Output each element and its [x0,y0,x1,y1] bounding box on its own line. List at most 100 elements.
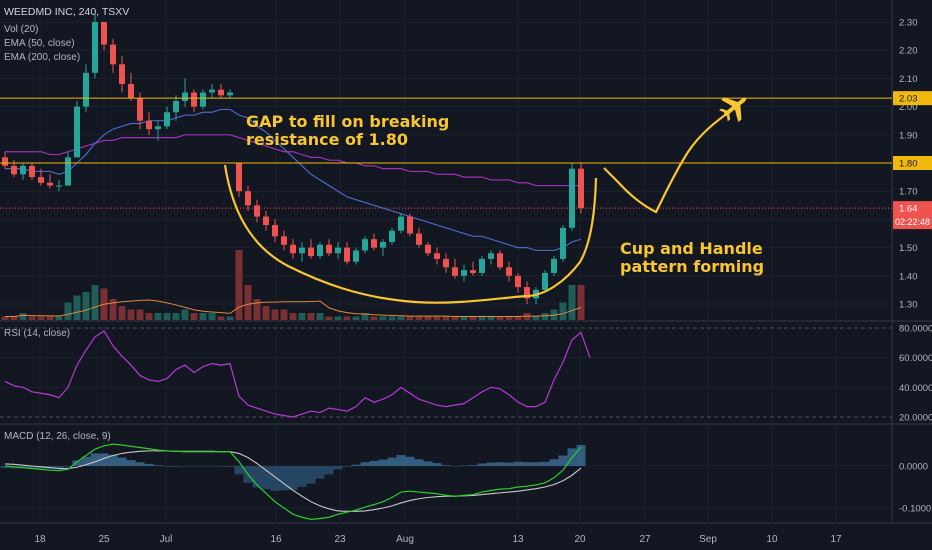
candle-body [146,120,152,130]
macd-histogram-bar [198,466,208,467]
volume-bar [487,316,495,320]
rsi-tick-label: 20.0000 [899,413,932,424]
y-tick-label: 1.30 [899,300,918,311]
volume-bar [235,250,243,320]
volume-ma-line [5,299,582,317]
x-tick-label: 17 [830,534,842,545]
candle-body [317,244,323,257]
volume-bar [514,316,522,320]
macd-histogram-bar [108,454,118,466]
candle-body [290,244,296,254]
volume-bar [172,313,180,320]
candle-body [443,258,449,268]
volume-bar [181,309,189,320]
candle-body [200,92,206,107]
vol-legend[interactable]: Vol (20) [4,24,39,35]
volume-bar [424,316,432,320]
volume-bar [91,285,99,320]
candle-body [308,247,314,257]
volume-bar [442,316,450,320]
candle-body [182,92,188,101]
candle-body [299,247,305,254]
volume-bar [10,316,18,320]
volume-bar [478,316,486,320]
candle-body [11,165,17,175]
candle-body [425,244,431,254]
ema50-line [5,108,582,252]
macd-histogram-bar [252,466,262,488]
volume-bar [343,316,351,320]
macd-histogram-bar [495,462,505,466]
resistance-price-tag-bg [893,156,932,170]
candle-body [560,227,566,259]
rsi-tick-label: 80.0000 [899,324,932,335]
candle-body [218,89,224,96]
ema200-legend[interactable]: EMA (200, close) [4,52,81,63]
volume-bar [46,316,54,320]
volume-bar [433,316,441,320]
volume-bar [469,316,477,320]
candle-body [254,205,260,217]
macd-histogram-bar [324,466,334,475]
volume-bar [298,313,306,320]
volume-bar [118,306,126,320]
y-tick-label: 2.20 [899,46,918,57]
candle-body [488,253,494,259]
handle-projection [603,109,733,214]
candle-body [137,98,143,121]
cup-curve [223,164,598,304]
countdown-label: 02:22:48 [895,217,930,227]
volume-bar [406,316,414,320]
macd-histogram-bar [360,462,370,466]
x-tick-label: 25 [98,534,110,545]
volume-bar [505,316,513,320]
volume-bar [109,299,117,320]
macd-histogram-bar [162,466,172,467]
rsi-tick-label: 40.0000 [899,383,932,394]
volume-bar [334,316,342,320]
candle-body [20,165,26,175]
macd-histogram-bar [477,463,487,466]
macd-histogram-bar [405,456,415,466]
candles [2,13,584,304]
upper-price-tag-bg [893,91,932,106]
candle-body [434,253,440,259]
ema50-legend[interactable]: EMA (50, close) [4,38,75,49]
macd-histogram-bar [369,460,379,466]
candle-body [101,22,107,45]
macd-histogram-bar [441,465,451,466]
volume-bar [190,313,198,320]
macd-histogram-bar [333,466,343,470]
macd-histogram-bar [117,457,127,466]
candle-body [38,177,44,183]
macd-histogram-bar [99,453,109,466]
ema-lines [5,108,582,252]
candle-body [173,100,179,113]
macd-tick-label: -0.1000 [899,504,931,515]
y-tick-label: 1.70 [899,187,918,198]
macd-histogram-bar [81,456,91,466]
candle-body [128,84,134,99]
volume-bar [64,302,72,320]
macd-histogram-bar [234,466,244,475]
upper-price-tag: 2.03 [899,94,918,105]
candle-body [389,230,395,242]
volume-bar [415,316,423,320]
macd-histogram-bar [468,465,478,466]
x-tick-label: 10 [766,534,778,545]
current-price-tag-bg [893,201,932,230]
volume-bar [28,316,36,320]
volume-bar [1,316,9,320]
user-drawing[interactable] [223,87,755,304]
candle-body [461,270,467,276]
volume-bar [208,313,216,320]
candle-body [524,287,530,299]
y-tick-label: 2.30 [899,18,918,29]
rsi-legend[interactable]: RSI (14, close) [4,328,71,339]
macd-legend[interactable]: MACD (12, 26, close, 9) [4,431,111,442]
macd-histogram-bar [513,461,523,466]
symbol-title[interactable]: WEEDMD INC, 240, TSXV [4,6,130,18]
candle-body [551,258,557,273]
candle-body [119,64,125,85]
